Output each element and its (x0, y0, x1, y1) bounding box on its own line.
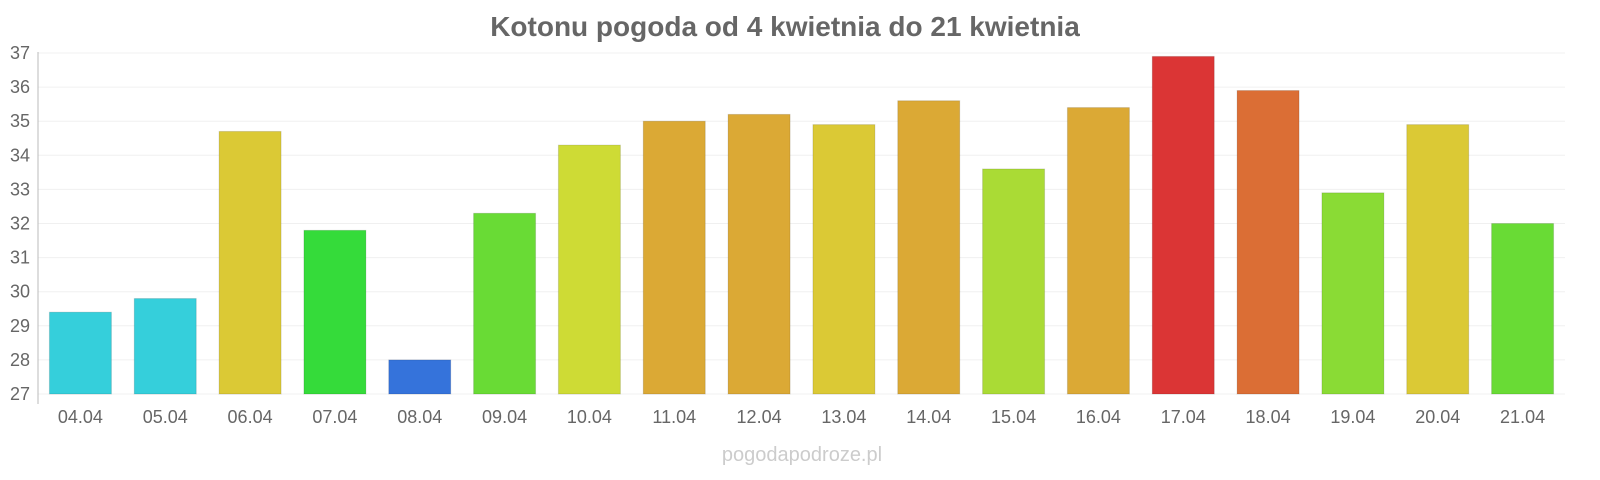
x-tick-label: 06.04 (228, 407, 273, 427)
bar-16.04 (1066, 107, 1130, 395)
x-tick-label: 18.04 (1246, 407, 1291, 427)
bar-12.04 (727, 113, 791, 395)
bar-04.04 (48, 311, 112, 395)
y-tick-label: 35 (10, 111, 30, 131)
y-tick-label: 31 (10, 248, 30, 268)
x-tick-label: 11.04 (652, 407, 696, 427)
x-tick-label: 10.04 (567, 407, 612, 427)
bar-20.04 (1406, 124, 1470, 395)
bar-06.04 (218, 130, 282, 395)
x-tick-label: 14.04 (906, 407, 951, 427)
x-tick-label: 07.04 (312, 407, 357, 427)
bar-07.04 (303, 229, 367, 395)
y-tick-label: 28 (10, 350, 30, 370)
y-tick-label: 30 (10, 282, 30, 302)
watermark: pogodapodroze.pl (722, 444, 882, 466)
bar-08.04 (388, 359, 452, 395)
y-tick-label: 34 (10, 145, 30, 165)
bar-09.04 (473, 212, 537, 395)
x-tick-label: 15.04 (991, 407, 1036, 427)
x-tick-label: 16.04 (1076, 407, 1121, 427)
x-tick-label: 19.04 (1330, 407, 1375, 427)
bar-17.04 (1151, 55, 1215, 395)
bar-11.04 (642, 120, 706, 395)
y-tick-label: 36 (10, 77, 30, 97)
x-tick-label: 09.04 (482, 407, 527, 427)
bar-14.04 (897, 100, 961, 395)
bar-18.04 (1236, 90, 1300, 395)
x-tick-label: 05.04 (143, 407, 188, 427)
x-tick-label: 20.04 (1415, 407, 1460, 427)
bar-10.04 (557, 144, 621, 395)
bar-05.04 (133, 298, 197, 395)
bar-13.04 (812, 124, 876, 395)
y-tick-label: 33 (10, 179, 30, 199)
x-tick-label: 04.04 (58, 407, 103, 427)
y-tick-label: 27 (10, 384, 30, 404)
bar-19.04 (1321, 192, 1385, 395)
x-tick-label: 08.04 (397, 407, 442, 427)
x-tick-label: 13.04 (821, 407, 866, 427)
x-tick-label: 17.04 (1161, 407, 1206, 427)
y-tick-label: 37 (10, 43, 30, 63)
y-tick-label: 29 (10, 316, 30, 336)
x-tick-label: 12.04 (737, 407, 782, 427)
bar-15.04 (982, 168, 1046, 395)
x-tick-label: 21.04 (1500, 407, 1545, 427)
chart-title: Kotonu pogoda od 4 kwietnia do 21 kwietn… (490, 11, 1080, 42)
bar-21.04 (1491, 223, 1555, 395)
y-tick-label: 32 (10, 214, 30, 234)
